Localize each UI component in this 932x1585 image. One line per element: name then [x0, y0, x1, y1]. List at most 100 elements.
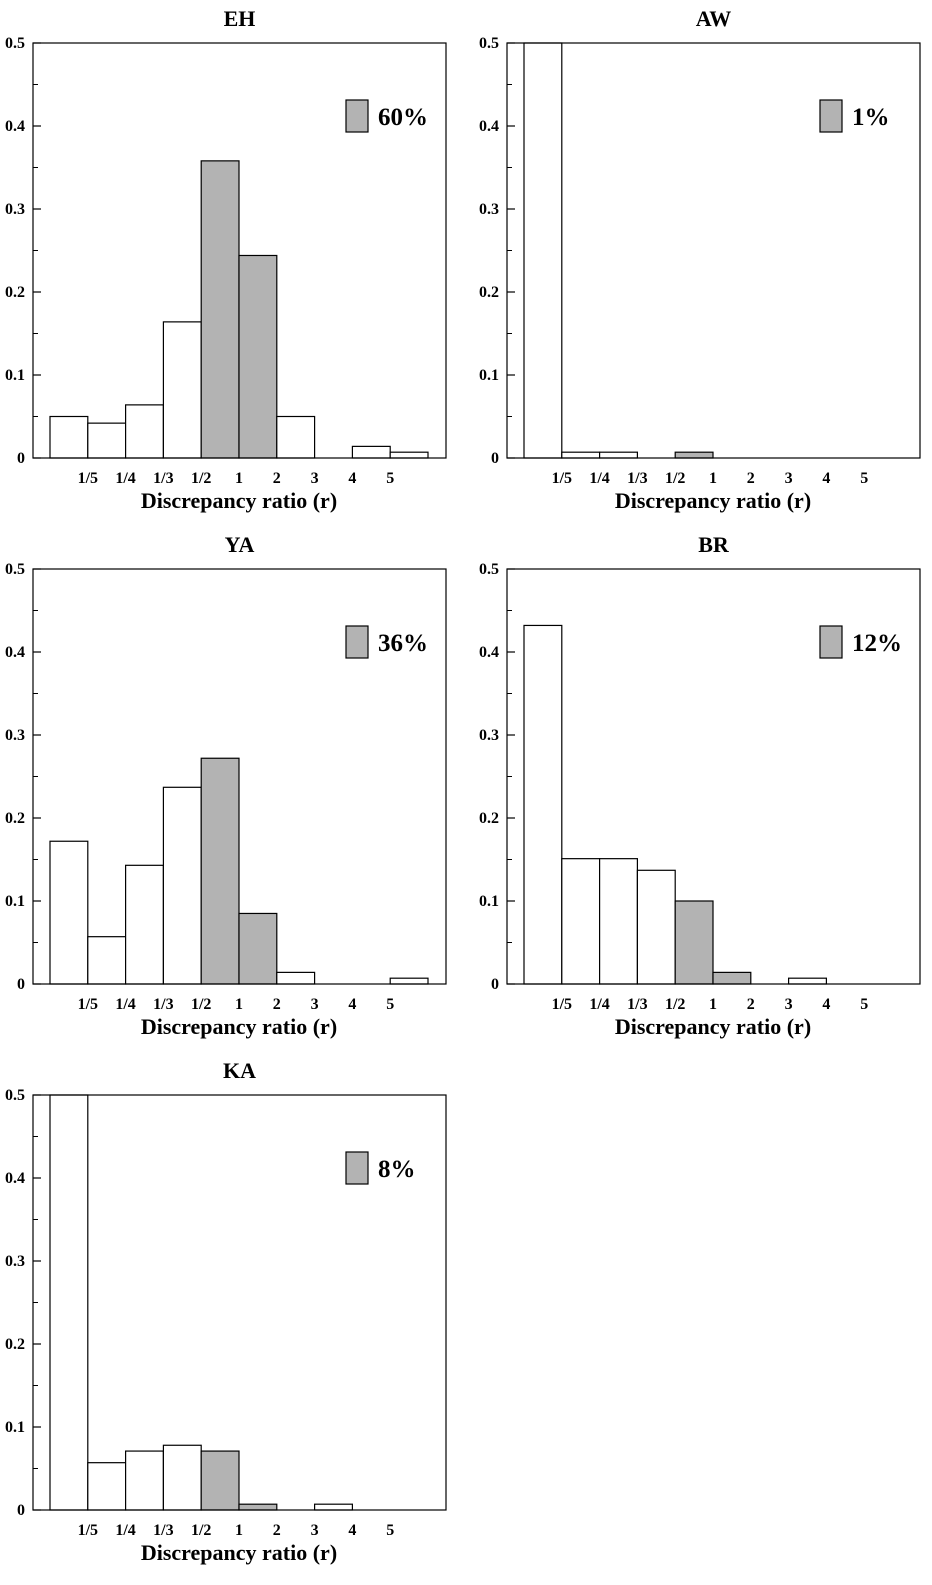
- bar: [598, 858, 638, 985]
- x-tick-label: 1: [235, 996, 243, 1013]
- x-tick-label: 1/3: [627, 470, 647, 487]
- x-tick-label: 1: [709, 470, 717, 487]
- bar: [598, 451, 638, 459]
- y-tick-label: 0.1: [5, 367, 25, 384]
- y-tick-label: 0.1: [5, 893, 25, 910]
- bar: [314, 1503, 354, 1511]
- bar: [124, 1450, 164, 1511]
- x-tick-label: 1/4: [115, 1522, 135, 1539]
- x-axis-label: Discrepancy ratio (r): [615, 488, 811, 513]
- y-tick-label: 0.5: [5, 35, 25, 52]
- bar: [162, 321, 202, 459]
- x-tick-label: 1/2: [191, 470, 211, 487]
- x-tick-label: 1/5: [78, 1522, 98, 1539]
- x-tick-label: 2: [273, 1522, 281, 1539]
- y-tick-label: 0.5: [479, 35, 499, 52]
- bar: [276, 415, 316, 459]
- y-tick-label: 0.1: [5, 1419, 25, 1436]
- x-tick-label: 1/3: [153, 1522, 173, 1539]
- legend-label: 12%: [852, 630, 902, 657]
- bar: [351, 445, 391, 459]
- x-tick-label: 5: [386, 1522, 394, 1539]
- x-tick-label: 1/4: [115, 996, 135, 1013]
- x-tick-label: 1/3: [153, 996, 173, 1013]
- x-axis-label: Discrepancy ratio (r): [141, 488, 337, 513]
- x-tick-label: 3: [311, 996, 319, 1013]
- y-tick-label: 0.2: [5, 284, 25, 301]
- x-axis-label: Discrepancy ratio (r): [141, 1014, 337, 1039]
- y-tick-label: 0.4: [5, 644, 25, 661]
- x-tick-label: 3: [785, 470, 793, 487]
- y-tick-label: 0: [491, 450, 499, 467]
- x-tick-label: 1/4: [115, 470, 135, 487]
- panel-title: BR: [698, 532, 730, 557]
- legend-label: 8%: [378, 1156, 416, 1183]
- panel-eh: EH 0 0.1 0.2 0.3 0.4 0.5 1/5 1/4 1/3 1/2 1 2 3 4 5 Discr…: [5, 6, 447, 513]
- x-tick-label: 2: [273, 996, 281, 1013]
- bar: [124, 404, 164, 459]
- bar: [200, 160, 240, 459]
- x-tick-label: 1/3: [153, 470, 173, 487]
- legend-label: 60%: [378, 104, 428, 131]
- bar: [87, 936, 127, 985]
- y-tick-label: 0: [17, 450, 25, 467]
- y-tick-label: 0.4: [479, 644, 499, 661]
- y-tick-label: 0.1: [479, 893, 499, 910]
- y-tick-label: 0.1: [479, 367, 499, 384]
- bar: [389, 977, 429, 985]
- bar: [674, 451, 714, 459]
- bar: [561, 451, 601, 459]
- bar: [636, 869, 676, 985]
- x-tick-label: 1/4: [589, 996, 609, 1013]
- panel-title: EH: [224, 6, 256, 31]
- bar: [238, 1503, 278, 1511]
- y-tick-label: 0: [17, 1502, 25, 1519]
- bar: [238, 254, 278, 459]
- x-tick-label: 1/3: [627, 996, 647, 1013]
- x-tick-label: 1/2: [191, 1522, 211, 1539]
- bar: [787, 977, 827, 985]
- panel-ya: YA 0 0.1 0.2 0.3 0.4 0.5 1/5 1/4 1/3 1/2 1 2 3 4 5 Discr…: [5, 532, 447, 1039]
- x-tick-label: 5: [386, 996, 394, 1013]
- y-tick-label: 0.3: [5, 727, 25, 744]
- x-tick-label: 1/2: [665, 470, 685, 487]
- y-tick-label: 0.2: [5, 1336, 25, 1353]
- x-tick-label: 5: [386, 470, 394, 487]
- legend-swatch: [345, 1151, 369, 1185]
- bar: [712, 971, 752, 985]
- y-tick-label: 0.4: [5, 1170, 25, 1187]
- y-tick-label: 0.3: [5, 201, 25, 218]
- x-tick-label: 5: [860, 470, 868, 487]
- legend-label: 36%: [378, 630, 428, 657]
- y-tick-label: 0.2: [479, 284, 499, 301]
- bar: [238, 912, 278, 985]
- x-tick-label: 5: [860, 996, 868, 1013]
- x-tick-label: 1/4: [589, 470, 609, 487]
- x-tick-label: 2: [747, 470, 755, 487]
- bar: [124, 864, 164, 985]
- bar: [162, 786, 202, 985]
- x-axis-label: Discrepancy ratio (r): [141, 1540, 337, 1565]
- x-tick-label: 3: [311, 1522, 319, 1539]
- x-tick-label: 4: [348, 1522, 356, 1539]
- panel-title: KA: [223, 1058, 256, 1083]
- legend-swatch: [819, 625, 843, 659]
- x-tick-label: 1/5: [552, 470, 572, 487]
- panel-br: BR 0 0.1 0.2 0.3 0.4 0.5 1/5 1/4 1/3 1/2 1 2 3 4 5 Discr…: [479, 532, 921, 1039]
- bar: [200, 1450, 240, 1511]
- x-tick-label: 4: [348, 996, 356, 1013]
- x-tick-label: 1/2: [665, 996, 685, 1013]
- bar: [49, 840, 89, 985]
- x-axis-label: Discrepancy ratio (r): [615, 1014, 811, 1039]
- legend-swatch: [819, 99, 843, 133]
- y-tick-label: 0.4: [5, 118, 25, 135]
- x-tick-label: 1: [235, 1522, 243, 1539]
- y-tick-label: 0.5: [5, 1087, 25, 1104]
- y-tick-label: 0.3: [5, 1253, 25, 1270]
- y-tick-label: 0.5: [5, 561, 25, 578]
- bar: [523, 42, 563, 459]
- x-tick-label: 1/5: [78, 470, 98, 487]
- bar: [49, 415, 89, 459]
- x-tick-label: 2: [273, 470, 281, 487]
- x-tick-label: 1: [235, 470, 243, 487]
